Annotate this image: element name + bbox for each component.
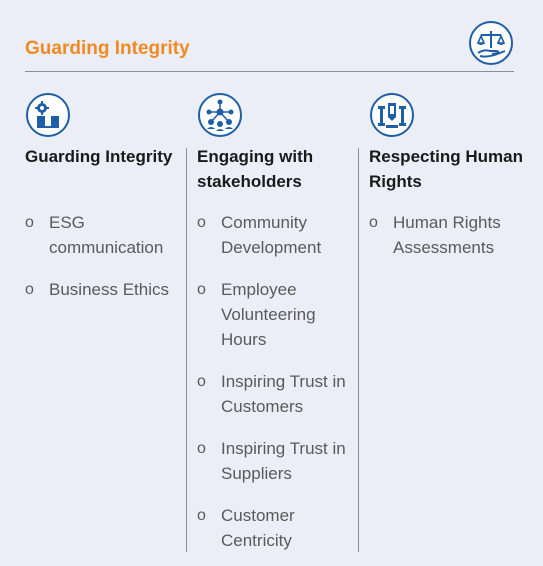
- column-title: Engaging with stakeholders: [197, 147, 314, 191]
- column-divider: [358, 148, 359, 552]
- people-network-icon: [198, 93, 242, 137]
- list-item: o Community Development: [197, 210, 355, 260]
- bullet: o: [197, 214, 206, 231]
- column-human-rights: Respecting Human Rights o Human Rights As…: [369, 92, 529, 277]
- gear-puzzle-icon: [26, 93, 70, 137]
- column-title: Guarding Integrity: [25, 147, 173, 166]
- scales-hand-icon: [469, 21, 513, 65]
- human-rights-icon: [370, 93, 414, 137]
- list-item: o Business Ethics: [25, 277, 183, 302]
- bullet: o: [25, 214, 34, 231]
- bullet: o: [197, 507, 206, 524]
- list-item: o ESG communication: [25, 210, 183, 260]
- item-list: o Human Rights Assessments: [369, 210, 529, 260]
- list-item: o Employee Volunteering Hours: [197, 277, 355, 352]
- item-list: o Community Development o Employee Volunte…: [197, 210, 355, 553]
- header-rule: [25, 71, 514, 72]
- bullet: o: [25, 281, 34, 298]
- column-title: Respecting Human Rights: [369, 147, 523, 191]
- list-item: o Inspiring Trust in Customers: [197, 369, 355, 419]
- bullet: o: [197, 281, 206, 298]
- item-list: o ESG communication o Business Ethics: [25, 210, 183, 302]
- list-item: o Customer Centricity: [197, 503, 355, 553]
- header-title: Guarding Integrity: [25, 38, 190, 59]
- list-item: o Human Rights Assessments: [369, 210, 529, 260]
- bullet: o: [369, 214, 378, 231]
- column-divider: [186, 148, 187, 552]
- column-engaging-stakeholders: Engaging with stakeholders o Community De…: [197, 92, 355, 566]
- bullet: o: [197, 440, 206, 457]
- list-item: o Inspiring Trust in Suppliers: [197, 436, 355, 486]
- bullet: o: [197, 373, 206, 390]
